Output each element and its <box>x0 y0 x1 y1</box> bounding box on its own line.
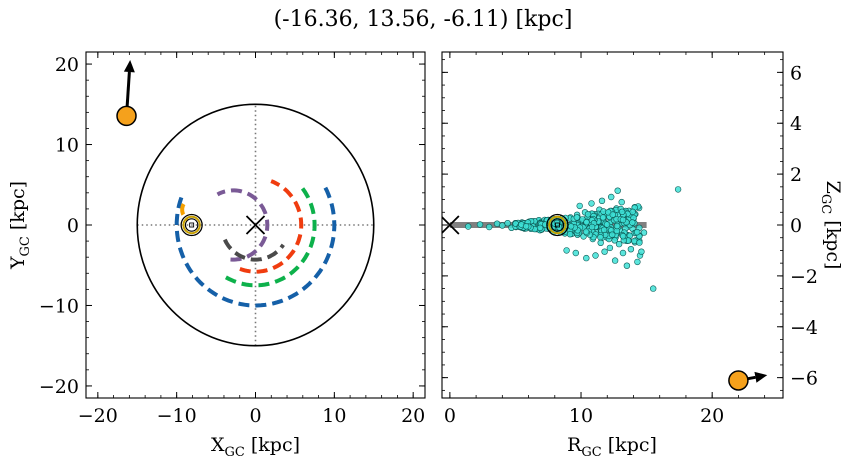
y-tick-label: −20 <box>39 376 79 398</box>
star-point <box>615 240 623 248</box>
spiral-arm-norma <box>223 238 285 262</box>
star-point <box>674 186 682 193</box>
star-point <box>597 239 604 247</box>
star-point <box>536 224 544 232</box>
x-tick-label: 20 <box>401 405 425 427</box>
star-point <box>618 208 626 216</box>
star-point <box>597 234 604 241</box>
star-point <box>465 223 472 230</box>
star-point <box>504 220 511 227</box>
star-point <box>573 214 580 221</box>
star-point <box>572 249 579 257</box>
right-y-axis-label: ZGC [kpc] <box>818 181 844 270</box>
right-x-axis-label: RGC [kpc] <box>567 434 657 460</box>
x-tick-label: 0 <box>444 405 456 427</box>
galactic-center-marker <box>442 215 460 235</box>
star-point <box>629 208 636 216</box>
star-point <box>634 258 641 266</box>
left-panel: −20 −10 0 10 20 −20 −10 0 10 20 XGC [kpc] YGC [kp… <box>7 51 426 460</box>
star-point <box>522 223 530 230</box>
star-point <box>623 262 631 269</box>
source-position-marker <box>728 370 749 391</box>
star-point <box>608 231 616 238</box>
star-point <box>606 244 614 252</box>
left-y-axis-label: YGC [kpc] <box>7 181 33 270</box>
galaxy-boundary-circle <box>136 103 375 347</box>
star-point <box>638 248 645 255</box>
star-point <box>582 228 590 235</box>
star-point <box>618 198 625 206</box>
x-tick-label: 0 <box>249 405 261 427</box>
y-tick-label: 0 <box>790 215 802 237</box>
y-tick-label: −6 <box>790 368 818 390</box>
star-point <box>576 202 583 210</box>
star-point <box>583 219 590 226</box>
star-point <box>600 226 608 234</box>
star-point <box>599 214 607 221</box>
star-point <box>583 254 590 262</box>
star-point <box>633 228 641 236</box>
star-point <box>614 187 621 194</box>
star-point <box>649 285 657 292</box>
star-point <box>611 237 618 244</box>
source-position-marker <box>116 105 137 127</box>
galactic-center-marker <box>245 215 266 235</box>
spiral-arm-outer <box>174 186 337 308</box>
star-point <box>566 231 574 238</box>
star-point <box>499 222 506 229</box>
y-tick-label: 20 <box>55 54 79 76</box>
star-point <box>629 219 636 226</box>
star-point <box>619 233 627 240</box>
right-panel: 0 10 20 −6 −4 −2 0 2 4 6 RGC [kpc] ZGC [kpc] <box>441 51 844 460</box>
star-point <box>640 229 648 236</box>
y-tick-label: 4 <box>790 113 802 135</box>
star-point <box>563 247 570 254</box>
star-point <box>607 193 615 201</box>
star-point <box>601 248 608 255</box>
y-tick-label: 2 <box>790 164 802 186</box>
y-tick-label: −2 <box>790 266 818 288</box>
y-tick-label: −10 <box>39 295 79 317</box>
star-point <box>636 239 643 246</box>
star-point <box>611 257 619 264</box>
sun-marker <box>546 213 569 237</box>
spiral-arm-perseus <box>224 185 317 288</box>
y-tick-label: 6 <box>790 62 802 84</box>
x-tick-label: −20 <box>78 405 118 427</box>
x-tick-label: 10 <box>322 405 346 427</box>
star-point <box>567 223 575 230</box>
y-tick-label: 10 <box>55 135 79 157</box>
star-point <box>592 252 599 259</box>
star-point <box>619 216 627 224</box>
figure-title: (-16.36, 13.56, -6.11) [kpc] <box>274 7 573 32</box>
star-point <box>588 200 595 207</box>
star-point <box>486 223 493 231</box>
star-point <box>588 223 596 231</box>
star-point <box>584 211 592 218</box>
y-tick-label: 0 <box>67 215 79 237</box>
star-point <box>613 222 621 230</box>
spiral-arm-scutum <box>216 188 270 262</box>
y-tick-label: −4 <box>790 317 818 339</box>
star-point <box>627 246 635 253</box>
x-tick-label: 10 <box>569 405 593 427</box>
left-x-axis-label: XGC [kpc] <box>211 434 300 460</box>
spiral-arm-sagittarius <box>239 179 304 274</box>
star-point <box>476 221 484 228</box>
x-tick-label: −10 <box>157 405 197 427</box>
spiral-arm-local <box>180 203 189 222</box>
star-point <box>603 221 611 228</box>
x-tick-label: 20 <box>700 405 724 427</box>
sun-marker <box>180 213 203 237</box>
star-point <box>598 197 606 205</box>
star-point <box>619 249 627 257</box>
star-point <box>609 211 616 218</box>
